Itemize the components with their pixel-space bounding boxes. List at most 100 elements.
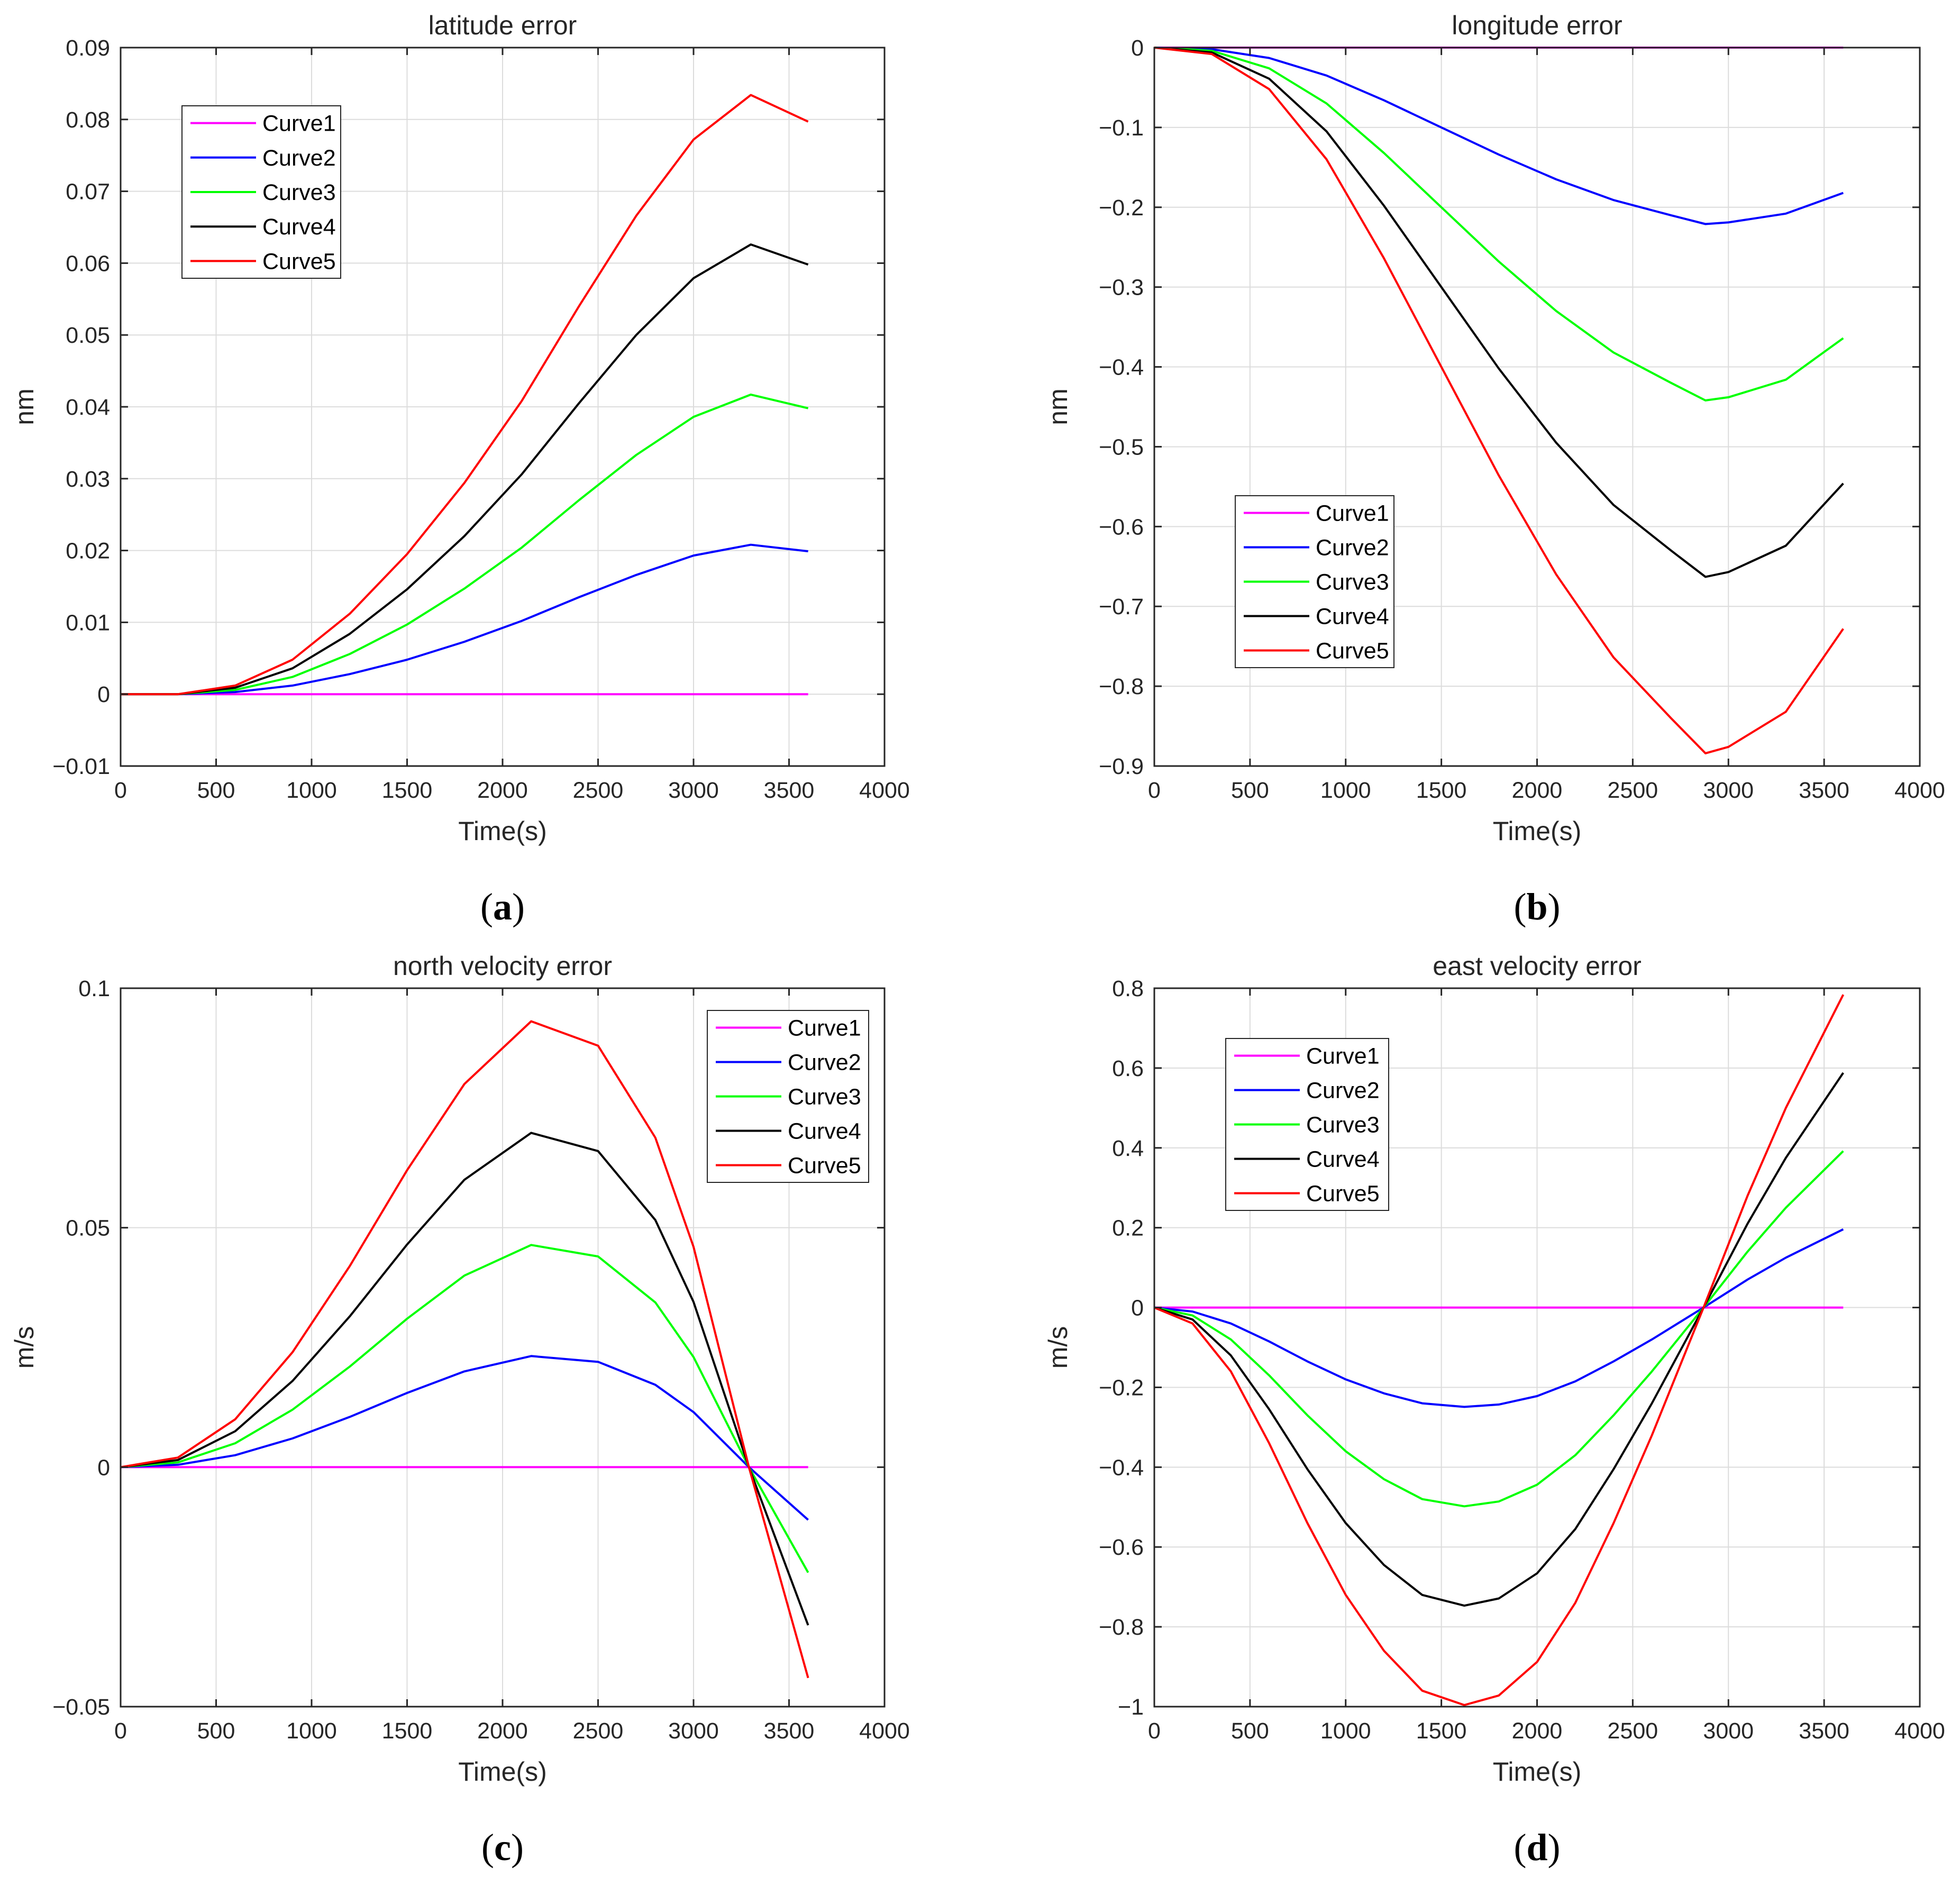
series-line-curve3 [1154, 47, 1844, 402]
series-line-curve3 [121, 393, 809, 696]
subfigure-caption: (a) [480, 886, 525, 928]
y-tick-label: 0.1 [78, 976, 110, 1001]
y-tick-label: 0 [1131, 1296, 1144, 1321]
y-tick-label: −0.2 [1099, 195, 1144, 221]
y-tick-label: −0.8 [1099, 674, 1144, 699]
subfigure-caption: (d) [1514, 1826, 1560, 1869]
x-tick-label: 0 [1148, 778, 1161, 803]
y-tick-label: 0.6 [1112, 1056, 1144, 1081]
y-tick-label: −0.7 [1099, 594, 1144, 619]
x-axis-label: Time(s) [458, 816, 547, 846]
series-line-curve2 [120, 1355, 809, 1521]
x-tick-label: 1000 [1320, 1718, 1371, 1744]
x-tick-label: 1500 [382, 778, 433, 803]
x-axis-label: Time(s) [1493, 816, 1582, 846]
y-axis-label: m/s [10, 1326, 39, 1369]
x-tick-label: 1000 [286, 778, 337, 803]
x-tick-label: 3500 [764, 778, 815, 803]
y-tick-label: −0.8 [1099, 1615, 1144, 1640]
legend-label-curve5: Curve5 [1316, 639, 1389, 664]
y-tick-label: −0.6 [1099, 1535, 1144, 1560]
y-tick-label: −0.1 [1099, 115, 1144, 141]
x-tick-label: 0 [114, 1718, 127, 1744]
chart-title: north velocity error [393, 951, 612, 981]
legend: Curve1 Curve2 Curve3 Curve4 Curve5 [181, 105, 341, 279]
series-line-curve5 [1154, 47, 1844, 754]
y-tick-label: −0.01 [52, 754, 110, 779]
legend: Curve1 Curve2 Curve3 Curve4 Curve5 [1225, 1038, 1389, 1211]
series-line-curve3 [1154, 1150, 1844, 1508]
y-tick-label: 0 [97, 1455, 110, 1480]
x-tick-label: 3500 [1799, 1718, 1849, 1744]
legend-label-curve2: Curve2 [1306, 1078, 1380, 1104]
x-tick-label: 3000 [668, 778, 719, 803]
x-tick-label: 2000 [1512, 778, 1563, 803]
legend-label-curve4: Curve4 [262, 214, 336, 240]
series-line-curve5 [120, 1020, 809, 1679]
y-tick-label: 0.4 [1112, 1136, 1144, 1161]
y-tick-label: −0.05 [52, 1694, 110, 1720]
x-tick-label: 4000 [1894, 1718, 1945, 1744]
x-tick-label: 2000 [477, 778, 528, 803]
y-tick-label: 0.05 [66, 323, 110, 348]
subfigure-caption: (b) [1514, 886, 1560, 928]
x-tick-label: 2500 [573, 778, 624, 803]
y-tick-label: −0.5 [1099, 434, 1144, 460]
legend-label-curve4: Curve4 [1316, 604, 1389, 630]
legend-label-curve2: Curve2 [1316, 535, 1389, 561]
x-tick-label: 1500 [1416, 778, 1467, 803]
y-tick-label: −0.6 [1099, 514, 1144, 540]
legend-label-curve3: Curve3 [262, 180, 336, 205]
y-tick-label: 0.02 [66, 539, 110, 564]
series-line-curve4 [1154, 1072, 1844, 1607]
y-tick-label: 0.06 [66, 251, 110, 276]
legend-label-curve1: Curve1 [262, 111, 336, 136]
y-axis-label: nm [1043, 388, 1073, 425]
chart-a: 0 500 1000 1500 2000 2500 3000 3500 4000−0.0100.… [10, 11, 910, 928]
y-tick-label: −0.2 [1099, 1375, 1144, 1400]
legend-label-curve1: Curve1 [1306, 1044, 1380, 1069]
x-tick-label: 2000 [1512, 1718, 1563, 1744]
x-tick-label: 2500 [1608, 778, 1658, 803]
legend-label-curve2: Curve2 [262, 145, 336, 171]
series-line-curve5 [1154, 994, 1845, 1706]
legend-label-curve5: Curve5 [1306, 1181, 1380, 1207]
chart-title: latitude error [429, 11, 577, 40]
y-tick-label: 0.08 [66, 107, 110, 133]
x-tick-label: 2500 [573, 1718, 624, 1744]
y-tick-label: 0 [97, 682, 110, 707]
series-line-curve5 [121, 94, 809, 696]
x-tick-label: 1000 [286, 1718, 337, 1744]
x-tick-label: 4000 [859, 1718, 910, 1744]
y-tick-label: −0.4 [1099, 355, 1144, 380]
y-tick-label: −0.4 [1099, 1455, 1144, 1480]
subfigure-caption: (c) [481, 1826, 524, 1869]
legend-label-curve3: Curve3 [1316, 570, 1389, 595]
y-tick-label: 0.04 [66, 395, 110, 420]
x-tick-label: 1000 [1320, 778, 1371, 803]
legend-label-curve5: Curve5 [262, 249, 336, 274]
y-tick-label: 0 [1131, 35, 1144, 61]
y-tick-label: −0.3 [1099, 275, 1144, 300]
x-tick-label: 3000 [1703, 778, 1754, 803]
legend-label-curve5: Curve5 [788, 1153, 861, 1179]
x-tick-label: 3500 [764, 1718, 815, 1744]
chart-d: 0 500 1000 1500 2000 2500 3000 3500 4000 −1 −0.8 −0… [1043, 951, 1945, 1869]
series-line-curve3 [120, 1244, 809, 1573]
y-tick-label: 0.09 [66, 35, 110, 61]
y-tick-label: −0.9 [1099, 754, 1144, 779]
legend-label-curve4: Curve4 [1306, 1147, 1380, 1172]
chart-title: east velocity error [1433, 951, 1642, 981]
x-tick-label: 500 [1231, 1718, 1269, 1744]
x-tick-label: 500 [197, 1718, 235, 1744]
legend-label-curve4: Curve4 [788, 1119, 861, 1144]
legend-label-curve3: Curve3 [788, 1085, 861, 1110]
x-axis-label: Time(s) [458, 1757, 547, 1787]
x-tick-label: 1500 [1416, 1718, 1467, 1744]
x-tick-label: 0 [114, 778, 127, 803]
y-tick-label: −1 [1118, 1694, 1144, 1720]
series-line-curve4 [1154, 47, 1844, 578]
y-tick-label: 0.8 [1112, 976, 1144, 1001]
legend-label-curve1: Curve1 [1316, 501, 1389, 526]
x-tick-label: 2500 [1608, 1718, 1658, 1744]
